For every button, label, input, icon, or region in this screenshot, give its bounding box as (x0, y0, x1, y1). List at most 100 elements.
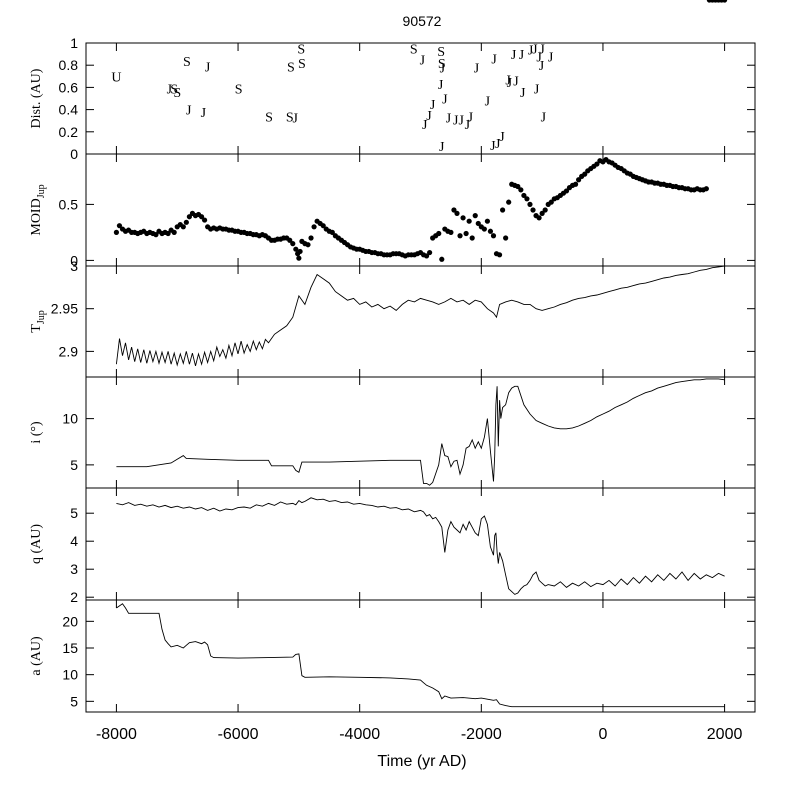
encounter-label: J (519, 48, 525, 63)
encounter-label: J (505, 74, 511, 89)
encounter-label: J (528, 44, 534, 59)
moid-point (536, 215, 542, 221)
moid-point (308, 235, 314, 241)
encounter-label: J (474, 61, 480, 76)
x-tick-label: 2000 (707, 726, 743, 743)
series-line-tjup (115, 265, 725, 367)
moid-point (490, 233, 497, 239)
moid-point (427, 249, 433, 256)
moid-point (153, 232, 159, 238)
encounter-label: J (453, 114, 459, 129)
moid-point (506, 199, 512, 205)
series-line-incl (116, 378, 725, 486)
panel-frame (85, 487, 756, 601)
encounter-label: S (170, 83, 178, 98)
moid-point (198, 214, 205, 220)
moid-point (171, 229, 177, 235)
moid-point (296, 255, 302, 261)
encounter-label: J (468, 110, 474, 125)
moid-point (116, 223, 123, 229)
y-tick-label: 15 (62, 640, 78, 656)
encounter-label: J (439, 140, 445, 155)
moid-point (524, 196, 530, 202)
moid-point (563, 188, 570, 194)
moid-point (594, 161, 600, 167)
encounter-label: J (495, 137, 501, 152)
y-tick-label: 3 (70, 561, 78, 577)
moid-point (548, 199, 554, 205)
encounter-label: J (292, 111, 298, 126)
encounter-label: J (465, 118, 471, 133)
x-tick-label: -6000 (218, 726, 259, 743)
panel-semimajor: 5 10 15 20 a (AU) (29, 599, 756, 713)
x-axis-label: Time (yr AD) (377, 753, 466, 770)
moid-point (472, 213, 478, 219)
encounter-label: J (507, 76, 513, 91)
moid-point (436, 230, 442, 237)
y-tick-label: 1 (70, 35, 78, 51)
y-tick-label: 0.4 (59, 102, 79, 118)
y-tick-label: 5 (70, 505, 78, 521)
y-tick-label: 2.9 (59, 343, 79, 359)
moid-point (423, 253, 430, 259)
moid-point (530, 207, 536, 213)
moid-point (305, 242, 311, 248)
y-axis-label-perihelion: q (AU) (29, 524, 44, 564)
encounter-label: J (491, 53, 497, 68)
moid-point (320, 223, 326, 229)
moid-point (183, 219, 189, 225)
encounter-label: J (485, 95, 491, 110)
moid-point (503, 235, 509, 241)
encounter-label: J (459, 114, 465, 129)
encounter-label: J (534, 83, 540, 98)
encounter-label: S (437, 45, 445, 60)
encounter-label: J (536, 50, 542, 65)
encounter-label: S (410, 43, 418, 58)
moid-point (201, 217, 208, 223)
encounter-label: U (111, 70, 121, 85)
y-tick-label: 2 (70, 589, 78, 605)
encounter-label: S (438, 57, 446, 72)
moid-point (463, 230, 469, 237)
moid-point (515, 183, 521, 190)
moid-point (297, 248, 303, 255)
y-tick-label: 0.6 (59, 79, 79, 95)
encounter-label: J (426, 109, 432, 124)
moid-point (457, 233, 463, 239)
moid-point (293, 246, 299, 252)
moid-point (329, 229, 335, 235)
moid-point (521, 192, 527, 199)
encounter-label: J (420, 54, 426, 69)
moid-point (165, 230, 171, 237)
moid-point (539, 210, 545, 216)
moid-point (703, 186, 709, 192)
y-tick-label: 10 (62, 667, 78, 683)
encounter-label: S (265, 110, 273, 125)
moid-point (460, 215, 466, 221)
moid-point (481, 226, 487, 232)
moid-point (721, 0, 728, 3)
encounter-label: J (205, 60, 211, 75)
encounter-label: S (183, 55, 191, 70)
y-tick-label: 0.8 (59, 57, 79, 73)
moid-point (475, 220, 481, 227)
moid-point (311, 224, 317, 230)
moid-point (180, 224, 186, 230)
encounter-label: J (430, 98, 436, 113)
y-tick-label: 5 (70, 457, 78, 473)
encounter-label: J (513, 75, 519, 90)
encounter-label: S (286, 110, 294, 125)
figure-title: 90572 (403, 13, 442, 29)
encounter-label: S (235, 83, 243, 98)
encounter-label: J (490, 139, 496, 154)
encounter-label: J (548, 50, 554, 65)
encounter-label: J (440, 61, 446, 76)
y-tick-label: 10 (62, 411, 78, 427)
moid-point (290, 241, 296, 247)
encounter-label: J (186, 104, 192, 119)
moid-point (487, 228, 494, 234)
series-line-perihelion (116, 497, 725, 595)
